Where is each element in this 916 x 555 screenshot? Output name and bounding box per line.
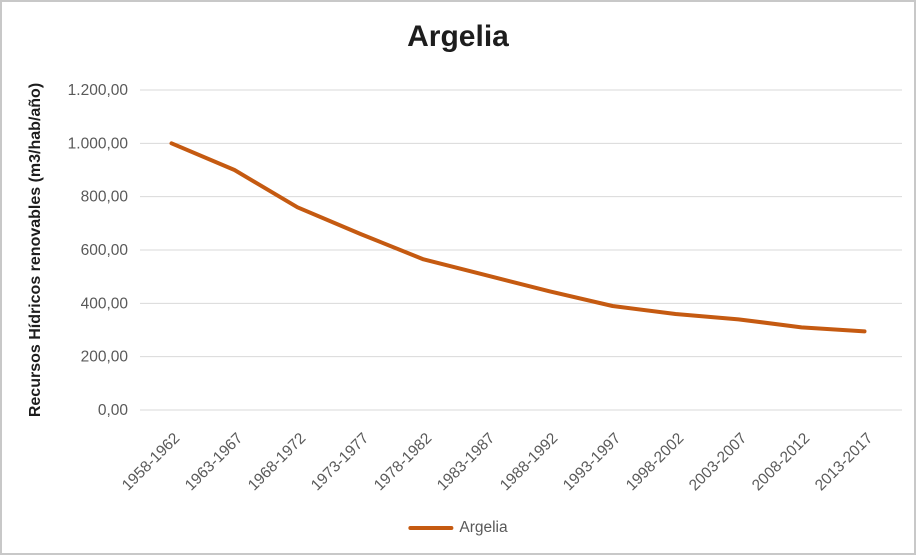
- x-tick-label: 1983-1987: [434, 430, 498, 494]
- y-tick-label: 200,00: [81, 349, 129, 366]
- x-tick-label: 2013-2017: [812, 430, 876, 494]
- legend-label: Argelia: [459, 519, 508, 536]
- legend: Argelia: [408, 519, 508, 537]
- x-tick-label: 1978-1982: [371, 430, 435, 494]
- legend-line-icon: [408, 526, 454, 530]
- y-tick-label: 400,00: [81, 295, 129, 312]
- chart-title: Argelia: [407, 20, 509, 53]
- y-tick-label: 1.200,00: [68, 82, 129, 99]
- y-axis-title: Recursos Hídricos renovables (m3/hab/año…: [27, 83, 44, 417]
- x-tick-label: 1988-1992: [497, 430, 561, 494]
- y-tick-label: 1.000,00: [68, 135, 129, 152]
- x-tick-label: 2008-2012: [749, 430, 813, 494]
- series-line-argelia: [169, 141, 867, 334]
- x-tick-label: 1963-1967: [182, 430, 246, 494]
- y-tick-label: 600,00: [81, 242, 129, 259]
- x-tick-label: 1968-1972: [245, 430, 309, 494]
- x-tick-label: 1998-2002: [623, 430, 687, 494]
- x-tick-label: 1973-1977: [308, 430, 372, 494]
- x-tick-label: 1993-1997: [560, 430, 624, 494]
- x-tick-label: 2003-2007: [686, 430, 750, 494]
- y-tick-label: 800,00: [81, 189, 129, 206]
- x-tick-label: 1958-1962: [119, 430, 183, 494]
- y-tick-label: 0,00: [98, 402, 129, 419]
